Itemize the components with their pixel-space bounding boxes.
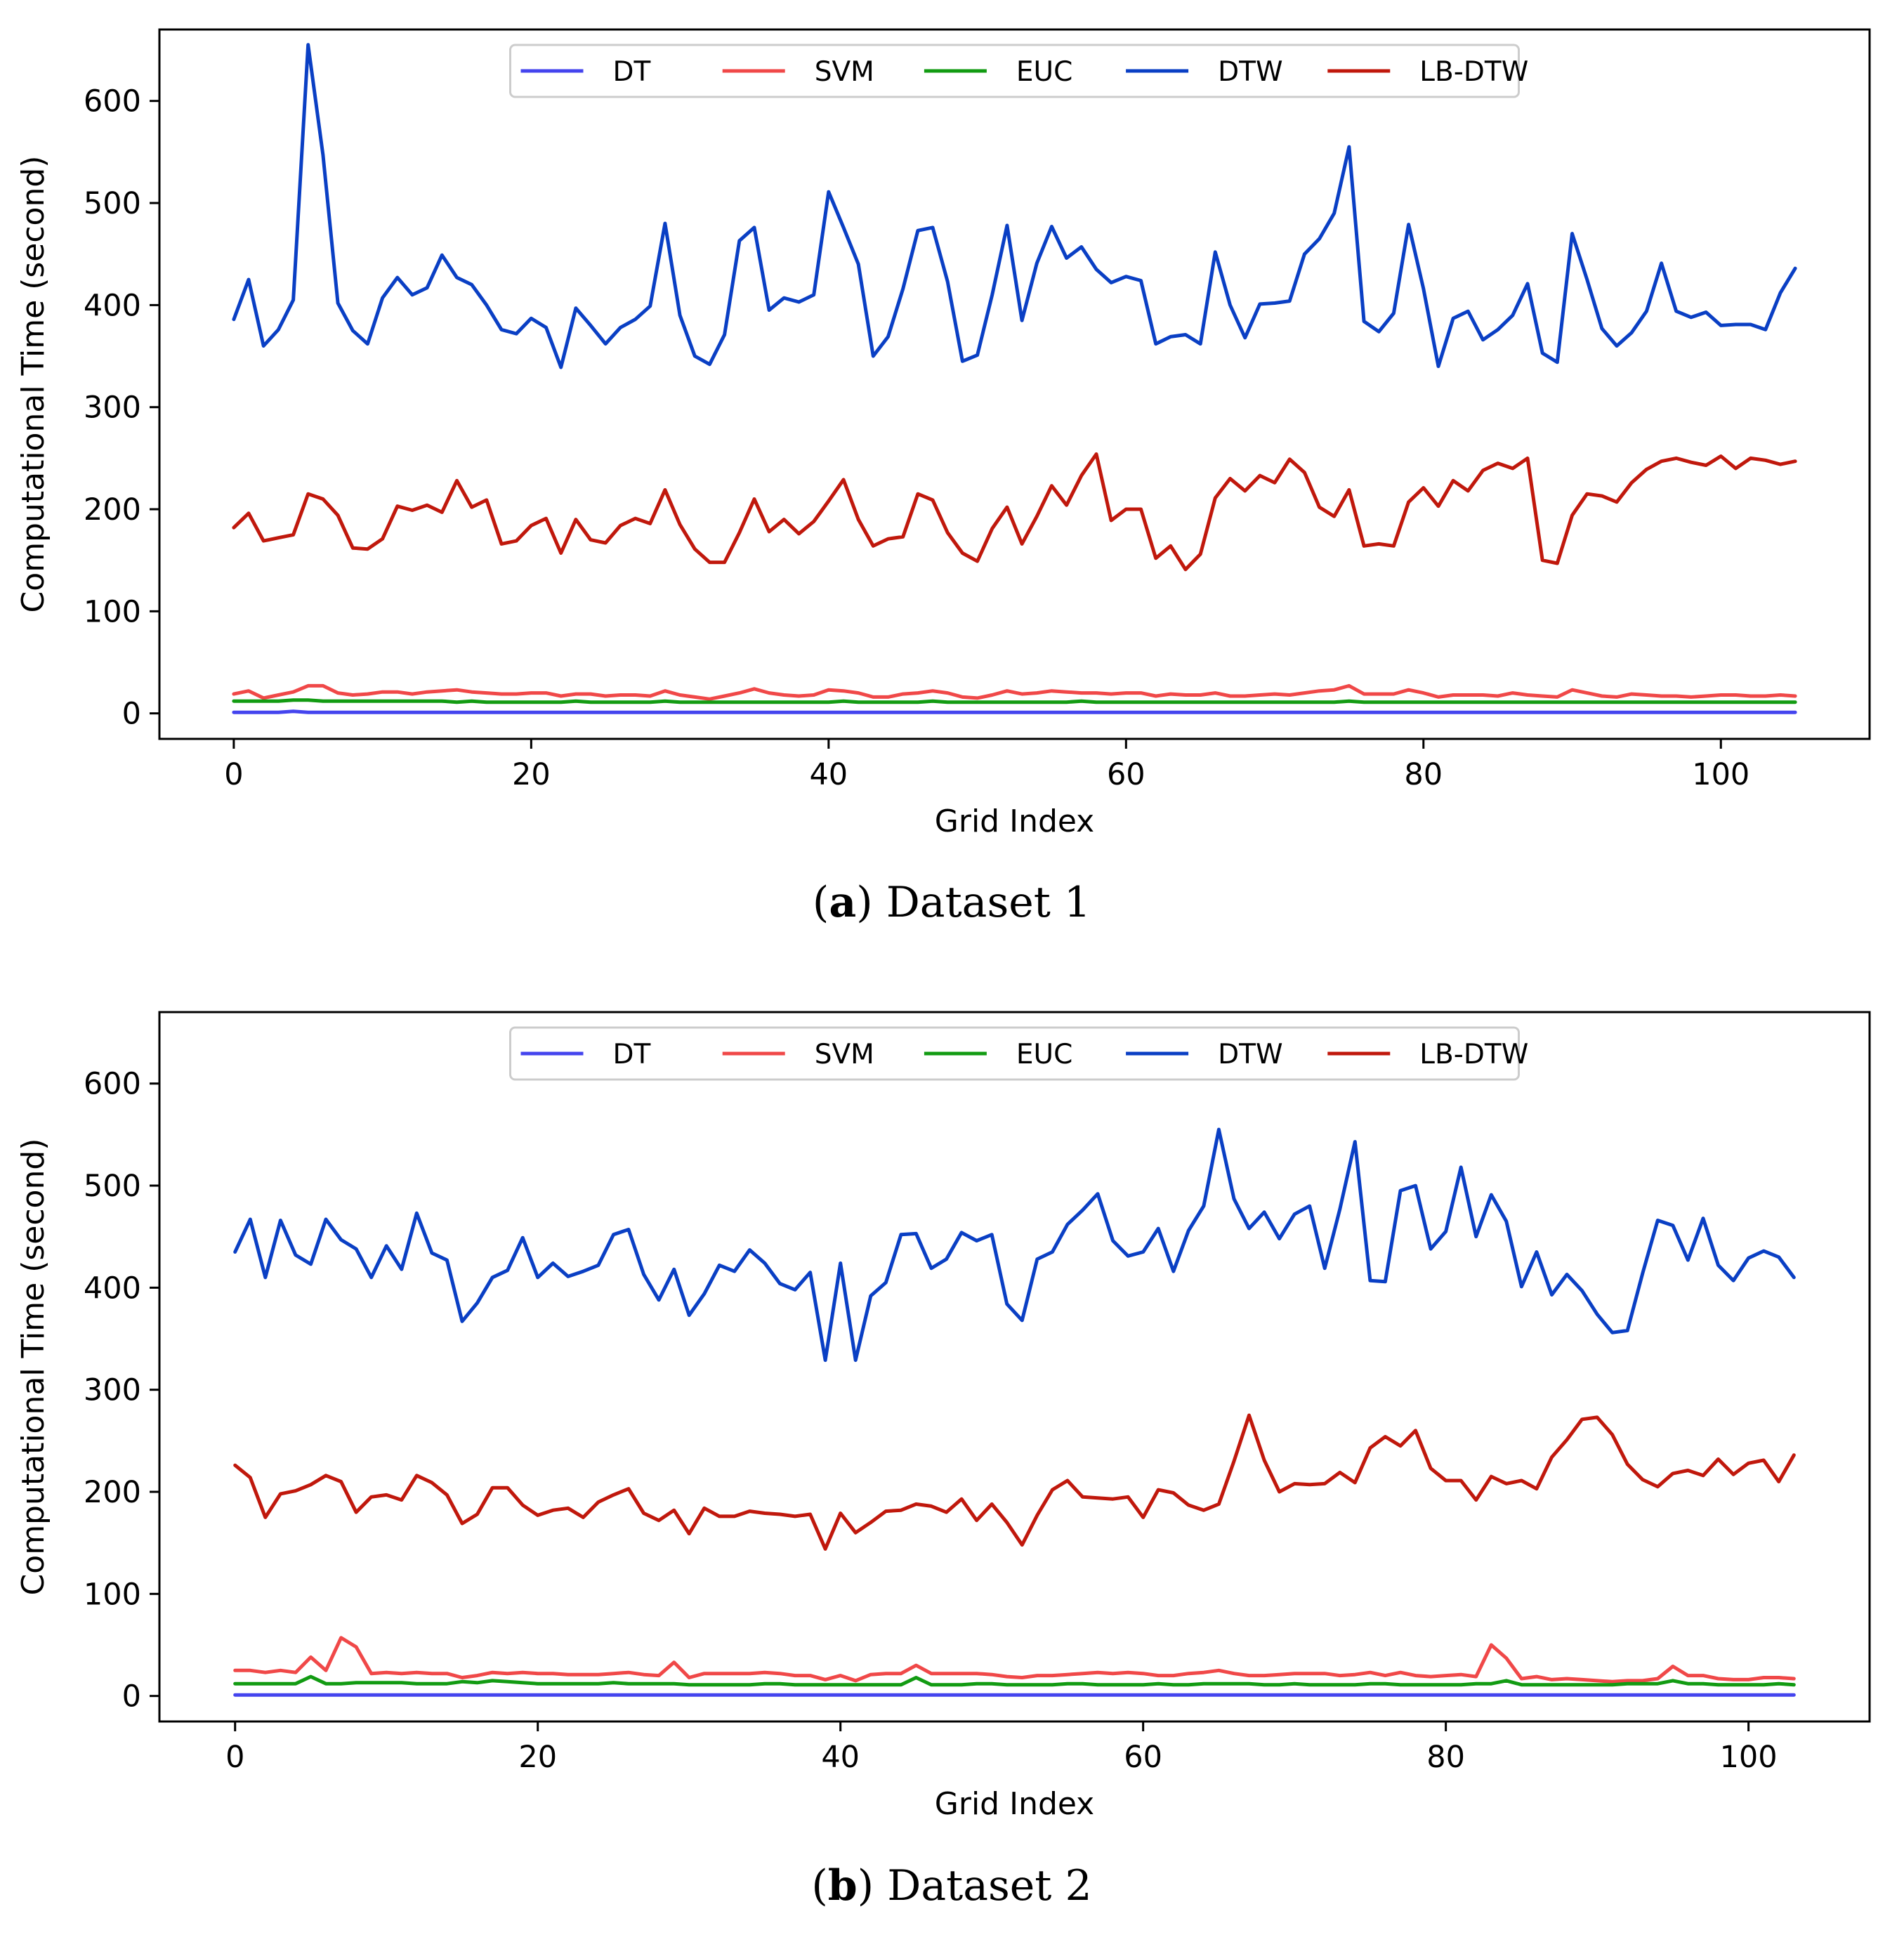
y-tick-label-400: 400 xyxy=(84,288,141,323)
caption-text: Dataset 2 xyxy=(887,1861,1091,1910)
x-tick-label-0: 0 xyxy=(225,1740,244,1775)
chart-dataset-1: 0 100 200 300 400 500 600 0 20 40 60 80 100 Grid Inde… xyxy=(15,28,1871,839)
series-euc-line xyxy=(232,698,1797,704)
legend-item-dt: DT xyxy=(520,56,651,88)
legend-label-dt: DT xyxy=(613,56,651,88)
x-tick-label-40: 40 xyxy=(809,757,848,792)
series-lb-dtw-line xyxy=(232,452,1797,572)
legend-label-euc: EUC xyxy=(1016,56,1072,88)
x-tick-label-0: 0 xyxy=(224,757,243,792)
y-tick-label-500: 500 xyxy=(84,186,141,221)
legend-item-lb-dtw: LB-DTW xyxy=(1327,1039,1528,1070)
legend-label-svm: SVM xyxy=(815,1039,874,1070)
y-tick-label-0: 0 xyxy=(122,1679,141,1714)
series-svm-line xyxy=(232,683,1797,701)
caption-b: (b) Dataset 2 xyxy=(811,1861,1091,1910)
chart-dataset-2: 0 100 200 300 400 500 600 0 20 40 60 80 100 Grid Inde… xyxy=(15,1011,1871,1822)
y-tick-label-400: 400 xyxy=(84,1271,141,1306)
legend-label-dtw: DTW xyxy=(1218,1039,1282,1070)
legend-item-euc: EUC xyxy=(924,1039,1072,1070)
y-tick-label-100: 100 xyxy=(84,594,141,629)
x-axis: 0 20 40 60 80 100 xyxy=(224,739,1749,792)
x-tick-label-100: 100 xyxy=(1720,1740,1778,1775)
legend-label-lb-dtw: LB-DTW xyxy=(1419,56,1528,88)
caption-paren-close: ) xyxy=(856,878,886,927)
y-tick-label-100: 100 xyxy=(84,1577,141,1612)
legend-label-dtw: DTW xyxy=(1218,56,1282,88)
x-axis-label: Grid Index xyxy=(935,1786,1094,1822)
legend-item-dt: DT xyxy=(520,1039,651,1070)
series-svm-line xyxy=(233,1636,1796,1684)
caption-letter: a xyxy=(829,878,856,927)
legend-label-svm: SVM xyxy=(815,56,874,88)
y-tick-label-200: 200 xyxy=(84,492,141,527)
x-tick-label-20: 20 xyxy=(512,757,551,792)
legend-label-lb-dtw: LB-DTW xyxy=(1419,1039,1528,1070)
y-tick-label-300: 300 xyxy=(84,1373,141,1408)
legend: DT SVM EUC DTW LB-DTW xyxy=(509,1026,1528,1081)
plot-area xyxy=(233,1127,1796,1697)
x-tick-label-80: 80 xyxy=(1426,1740,1465,1775)
y-tick-label-600: 600 xyxy=(84,1067,141,1102)
series-dtw-line xyxy=(232,43,1797,369)
svg-text:(a) Dataset 1: (a) Dataset 1 xyxy=(813,878,1091,927)
x-axis: 0 20 40 60 80 100 xyxy=(225,1721,1778,1775)
y-tick-label-0: 0 xyxy=(122,697,141,732)
legend-item-euc: EUC xyxy=(924,56,1072,88)
plot-frame xyxy=(158,1011,1871,1723)
caption-paren-open: ( xyxy=(811,1861,827,1910)
y-tick-label-500: 500 xyxy=(84,1169,141,1204)
series-lb-dtw-line xyxy=(233,1413,1796,1551)
x-tick-label-100: 100 xyxy=(1692,757,1749,792)
y-axis: 0 100 200 300 400 500 600 xyxy=(84,84,159,732)
legend: DT SVM EUC DTW LB-DTW xyxy=(509,44,1528,98)
x-tick-label-20: 20 xyxy=(518,1740,557,1775)
svg-text:(b) Dataset 2: (b) Dataset 2 xyxy=(811,1861,1091,1910)
y-tick-label-200: 200 xyxy=(84,1475,141,1510)
legend-item-lb-dtw: LB-DTW xyxy=(1327,56,1528,88)
y-tick-label-600: 600 xyxy=(84,84,141,119)
legend-item-dtw: DTW xyxy=(1126,56,1283,88)
x-tick-label-60: 60 xyxy=(1124,1740,1162,1775)
y-axis-label: Computational Time (second) xyxy=(15,1139,51,1596)
legend-label-dt: DT xyxy=(613,1039,651,1070)
legend-item-svm: SVM xyxy=(722,1039,874,1070)
y-axis: 0 100 200 300 400 500 600 xyxy=(84,1067,159,1714)
caption-a: (a) Dataset 1 xyxy=(813,878,1091,927)
caption-paren-close: ) xyxy=(858,1861,887,1910)
series-euc-line xyxy=(233,1674,1796,1687)
series-dtw-line xyxy=(233,1127,1796,1363)
plot-area xyxy=(232,43,1797,714)
legend-item-svm: SVM xyxy=(722,56,874,88)
y-axis-label: Computational Time (second) xyxy=(15,156,51,613)
legend-box xyxy=(509,44,1520,98)
y-tick-label-300: 300 xyxy=(84,391,141,426)
x-tick-label-40: 40 xyxy=(821,1740,860,1775)
legend-box xyxy=(509,1026,1520,1081)
series-dt-line xyxy=(232,709,1797,714)
x-tick-label-60: 60 xyxy=(1107,757,1145,792)
x-axis-label: Grid Index xyxy=(935,803,1094,839)
caption-letter: b xyxy=(828,1861,858,1910)
legend-label-euc: EUC xyxy=(1016,1039,1072,1070)
caption-text: Dataset 1 xyxy=(886,878,1091,927)
x-tick-label-80: 80 xyxy=(1404,757,1443,792)
caption-paren-open: ( xyxy=(813,878,829,927)
plot-frame xyxy=(158,28,1871,740)
legend-item-dtw: DTW xyxy=(1126,1039,1283,1070)
